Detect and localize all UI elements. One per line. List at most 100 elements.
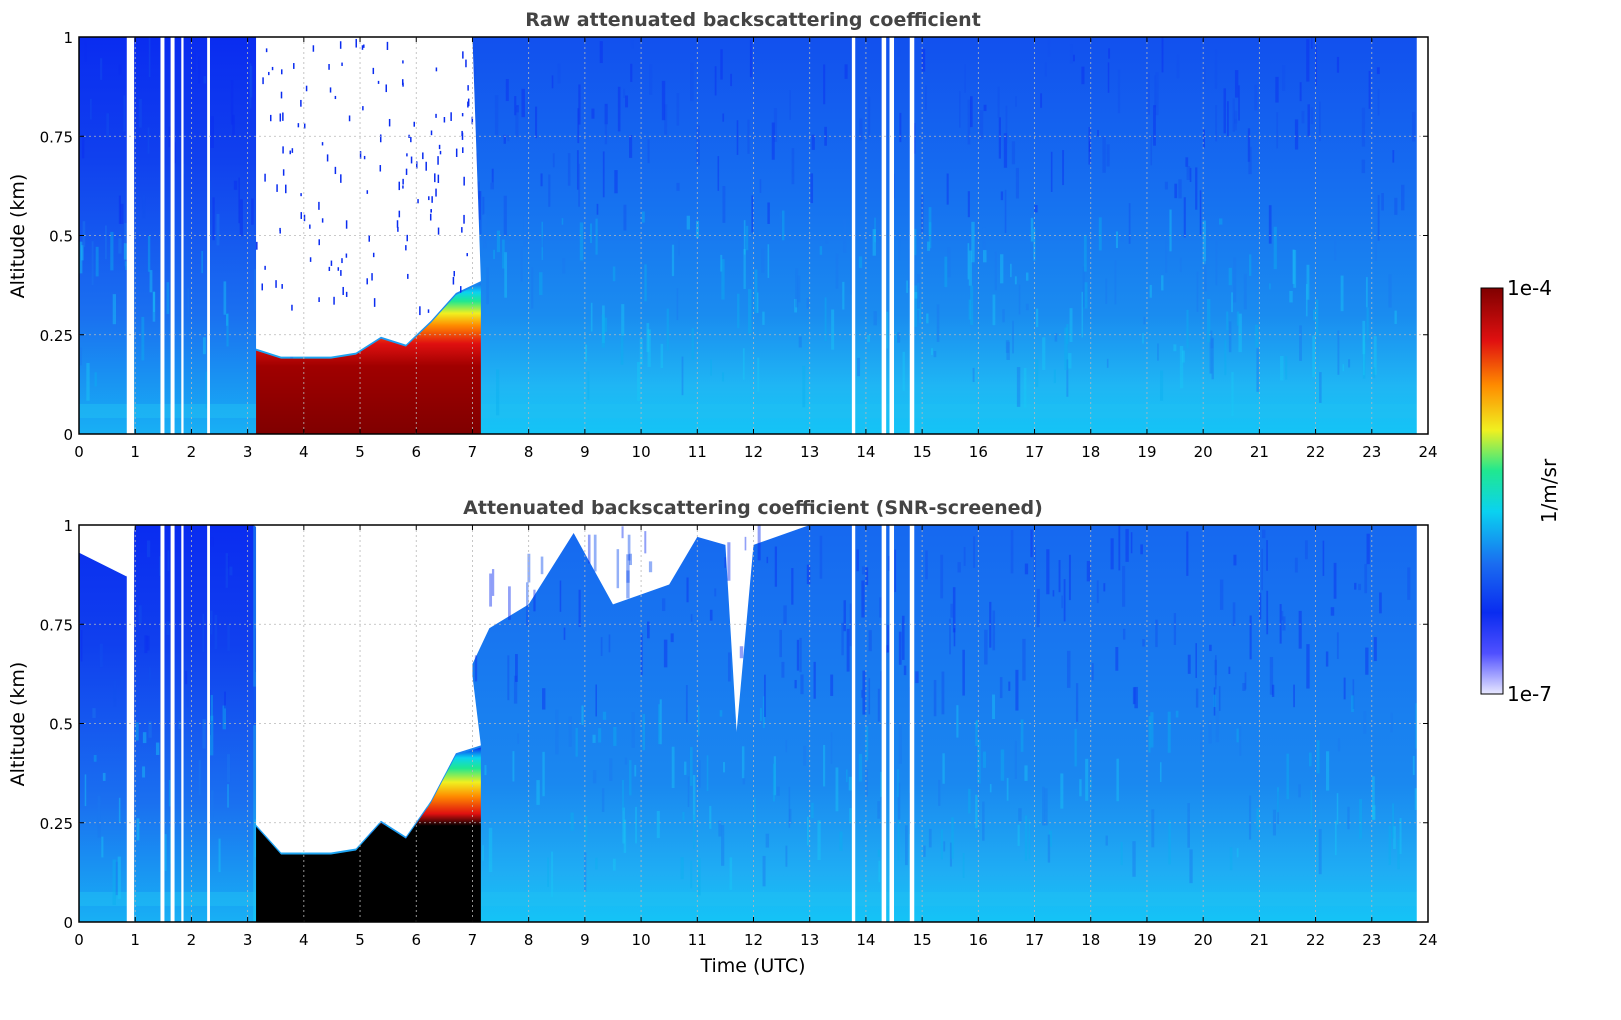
noise-streak	[660, 343, 664, 369]
noise-streak	[617, 86, 621, 132]
noise-streak	[971, 221, 975, 263]
noise-streak	[962, 649, 965, 696]
noise-streak	[567, 153, 571, 186]
noise-streak	[595, 684, 597, 717]
noise-streak	[623, 88, 626, 98]
noise-streak	[646, 323, 650, 353]
noise-streak	[226, 313, 229, 347]
speck	[269, 114, 272, 122]
noise-streak	[1286, 753, 1289, 800]
noise-streak	[212, 197, 215, 241]
noise-streak	[491, 569, 495, 596]
noise-streak	[517, 733, 520, 744]
noise-streak	[998, 117, 1001, 159]
x-tick-label: 22	[1306, 443, 1325, 461]
noise-streak	[1134, 686, 1138, 709]
noise-streak	[886, 311, 889, 349]
noise-streak	[951, 817, 954, 859]
noise-streak	[97, 795, 101, 838]
noise-streak	[1186, 531, 1189, 576]
noise-streak	[495, 369, 500, 416]
noise-streak	[914, 292, 918, 299]
noise-streak	[924, 85, 927, 110]
noise-streak	[684, 761, 687, 775]
noise-streak	[1294, 119, 1299, 150]
speck	[385, 84, 387, 93]
noise-streak	[975, 719, 978, 728]
noise-streak	[1117, 69, 1121, 114]
speck	[462, 51, 464, 59]
speck	[467, 98, 470, 107]
speck	[309, 257, 312, 262]
noise-streak	[1008, 681, 1011, 691]
x-tick-label: 3	[243, 931, 253, 949]
noise-streak	[1108, 48, 1111, 59]
noise-streak	[1282, 65, 1286, 91]
noise-streak	[1306, 644, 1310, 689]
noise-streak	[739, 646, 744, 659]
noise-streak	[514, 96, 517, 116]
noise-streak	[878, 860, 881, 883]
noise-streak	[1000, 749, 1005, 781]
noise-streak	[720, 49, 723, 80]
noise-streak	[1280, 355, 1284, 381]
noise-streak	[1228, 267, 1232, 286]
y-tick-label: 0	[63, 426, 73, 444]
noise-streak	[482, 196, 485, 215]
noise-streak	[789, 90, 791, 120]
noise-streak	[1213, 694, 1216, 707]
noise-streak	[1243, 273, 1247, 310]
noise-streak	[116, 320, 120, 332]
noise-streak	[473, 66, 477, 76]
noise-streak	[1228, 321, 1232, 353]
noise-streak	[1214, 659, 1218, 676]
noise-streak	[764, 674, 766, 717]
noise-streak	[148, 721, 152, 738]
speck	[371, 273, 373, 281]
noise-streak	[1266, 590, 1269, 635]
noise-streak	[1157, 343, 1159, 361]
noise-streak	[1308, 752, 1312, 767]
noise-streak	[773, 108, 778, 142]
noise-streak	[1226, 311, 1229, 331]
noise-streak	[1377, 88, 1380, 116]
noise-streak	[507, 655, 510, 701]
panel-raw-fog-layer	[256, 283, 481, 434]
noise-streak	[1061, 595, 1063, 609]
noise-streak	[748, 288, 752, 334]
noise-streak	[81, 134, 85, 159]
noise-streak	[230, 80, 234, 125]
noise-streak	[1304, 540, 1308, 560]
noise-streak	[123, 95, 126, 132]
noise-streak	[823, 64, 826, 105]
noise-streak	[1033, 228, 1036, 261]
noise-streak	[609, 758, 613, 781]
noise-streak	[516, 105, 519, 113]
noise-streak	[1336, 632, 1339, 660]
noise-streak	[952, 587, 956, 633]
x-tick-label: 15	[913, 931, 932, 949]
noise-streak	[1325, 751, 1330, 791]
noise-streak	[785, 739, 788, 753]
noise-streak	[238, 177, 240, 224]
noise-streak	[1005, 339, 1010, 353]
noise-streak	[1066, 650, 1071, 688]
noise-streak	[648, 561, 653, 573]
noise-streak	[1322, 540, 1325, 576]
noise-streak	[1005, 105, 1008, 144]
speck	[461, 227, 463, 233]
noise-streak	[115, 861, 119, 896]
noise-streak	[1330, 607, 1335, 616]
noise-streak	[1362, 341, 1366, 379]
speck	[300, 99, 302, 107]
noise-streak	[576, 150, 579, 190]
speck	[300, 193, 302, 197]
panel-screened-ylabel: Altitude (km)	[7, 662, 29, 787]
noise-streak	[604, 317, 608, 333]
speck	[312, 45, 315, 52]
noise-streak	[225, 313, 229, 326]
speck	[398, 181, 401, 191]
x-tick-label: 12	[744, 443, 763, 461]
noise-streak	[1392, 150, 1395, 163]
noise-streak	[1336, 793, 1339, 825]
